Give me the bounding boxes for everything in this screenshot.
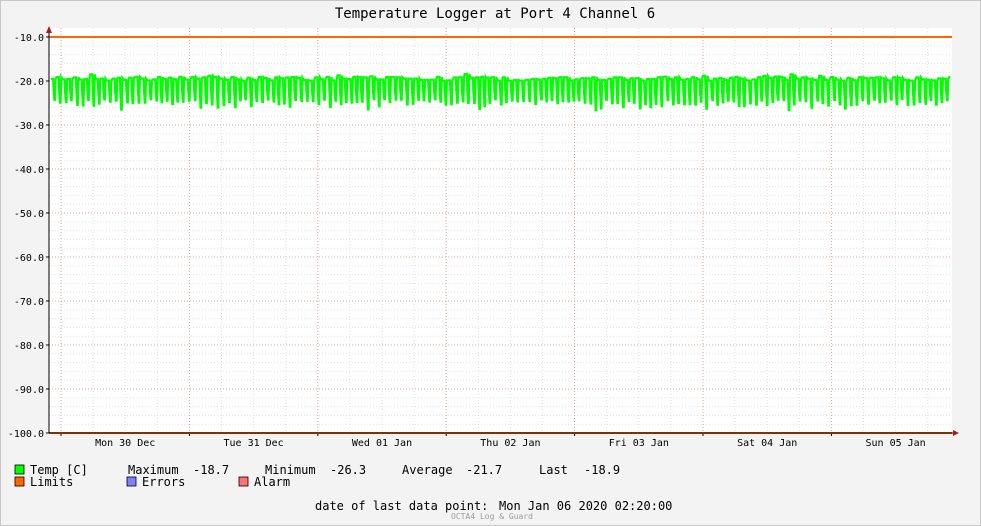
- y-tick-label: -50.0: [14, 209, 44, 220]
- y-tick-label: -90.0: [14, 385, 44, 396]
- brand-watermark: OCTA4 Log & Guard: [451, 512, 533, 521]
- temp-series-line: [51, 72, 951, 112]
- y-axis-arrow: [46, 26, 52, 33]
- minimum-value: -26.3: [330, 463, 366, 477]
- y-tick-label: -20.0: [14, 77, 44, 88]
- y-tick-label: -40.0: [14, 165, 44, 176]
- last-label: Last: [539, 463, 568, 477]
- errors-legend-label: Errors: [142, 475, 185, 489]
- alarm-legend-swatch: [238, 476, 249, 487]
- y-tick-label: -70.0: [14, 297, 44, 308]
- y-tick-label: -100.0: [8, 429, 44, 440]
- maximum-label: Maximum: [128, 463, 179, 477]
- y-tick-label: -80.0: [14, 341, 44, 352]
- chart-title: Temperature Logger at Port 4 Channel 6: [335, 6, 655, 22]
- x-axis-ticks: Mon 30 Dec Tue 31 Dec Wed 01 Jan Thu 02 Jan…: [60, 433, 926, 449]
- maximum-value: -18.7: [193, 463, 229, 477]
- alarm-legend-label: Alarm: [254, 475, 290, 489]
- x-tick-label: Mon 30 Dec: [95, 438, 155, 449]
- x-tick-label: Thu 02 Jan: [480, 438, 540, 449]
- errors-legend-swatch: [126, 476, 137, 487]
- temp-legend-swatch: [14, 464, 25, 475]
- x-tick-label: Sat 04 Jan: [737, 438, 797, 449]
- last-value: -18.9: [584, 463, 620, 477]
- y-axis-ticks: -10.0 -20.0 -30.0 -40.0 -50.0 -60.0 -70.0 -80.0…: [8, 33, 49, 440]
- limits-legend-label: Limits: [30, 475, 73, 489]
- x-tick-label: Sun 05 Jan: [865, 438, 925, 449]
- temp-legend-label: Temp [C]: [30, 463, 88, 477]
- x-axis-arrow: [953, 430, 959, 436]
- y-tick-label: -10.0: [14, 33, 44, 44]
- limits-legend-swatch: [14, 476, 25, 487]
- last-data-point-value: Mon Jan 06 2020 02:20:00: [499, 499, 672, 513]
- last-data-point-label: date of last data point:: [315, 499, 488, 513]
- x-tick-label: Fri 03 Jan: [609, 438, 669, 449]
- minimum-label: Minimum: [265, 463, 316, 477]
- x-tick-label: Wed 01 Jan: [352, 438, 412, 449]
- y-tick-label: -60.0: [14, 253, 44, 264]
- average-value: -21.7: [466, 463, 502, 477]
- axes: [46, 26, 959, 436]
- y-tick-label: -30.0: [14, 121, 44, 132]
- average-label: Average: [402, 463, 453, 477]
- x-tick-label: Tue 31 Dec: [223, 438, 283, 449]
